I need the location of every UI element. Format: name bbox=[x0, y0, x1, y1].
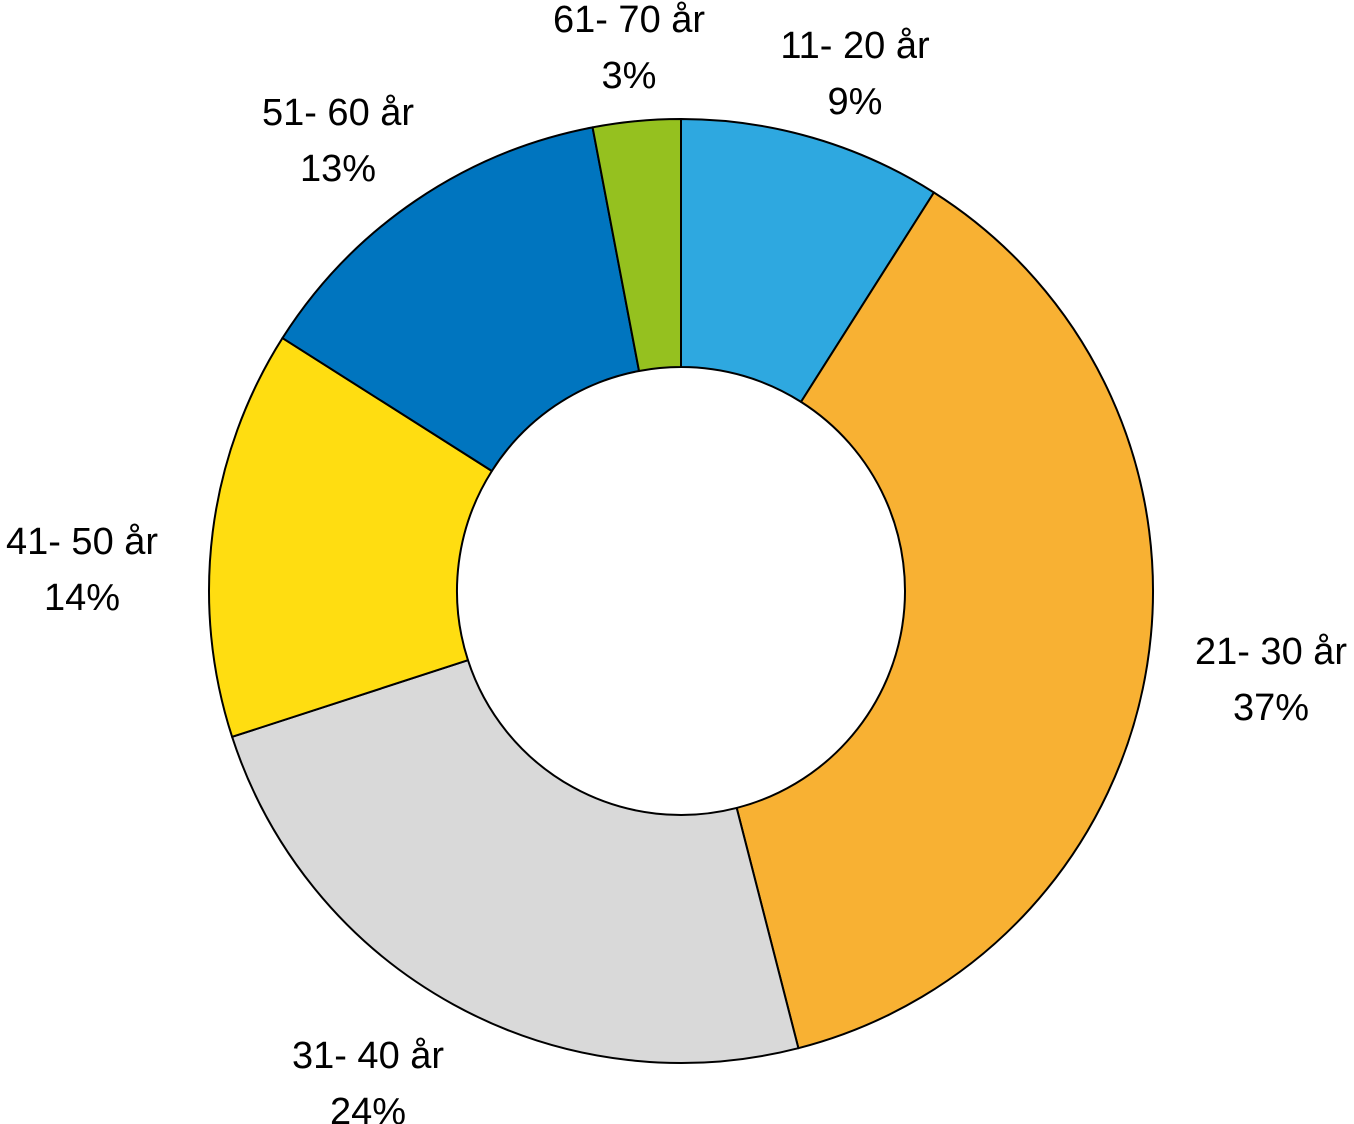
slice-value-41-50-r: 14% bbox=[44, 577, 120, 619]
slice-51-60-r bbox=[281, 126, 641, 472]
slice-label-11-20-r: 11- 20 år bbox=[780, 25, 930, 67]
slice-label-51-60-r: 51- 60 år bbox=[262, 92, 414, 134]
slice-label-61-70-r: 61- 70 år bbox=[553, 0, 705, 41]
slice-value-11-20-r: 9% bbox=[828, 81, 883, 123]
slice-41-50-r bbox=[208, 337, 493, 738]
slice-label-41-50-r: 41- 50 år bbox=[6, 521, 158, 563]
slice-value-31-40-r: 24% bbox=[330, 1091, 406, 1124]
slice-61-70-r bbox=[591, 118, 682, 372]
slice-label-21-30-r: 21- 30 år bbox=[1195, 631, 1347, 673]
slice-label-31-40-r: 31- 40 år bbox=[292, 1035, 444, 1077]
labels-group: 11- 20 år 9% 21- 30 år 37% 31- 40 år 24% 41- 5… bbox=[6, 0, 1347, 1124]
slice-21-30-r bbox=[735, 191, 1154, 1050]
slice-value-21-30-r: 37% bbox=[1233, 687, 1309, 729]
slices-group bbox=[208, 118, 1154, 1064]
slice-31-40-r bbox=[231, 659, 800, 1064]
slice-value-61-70-r: 3% bbox=[602, 55, 657, 97]
slice-value-51-60-r: 13% bbox=[300, 148, 376, 190]
